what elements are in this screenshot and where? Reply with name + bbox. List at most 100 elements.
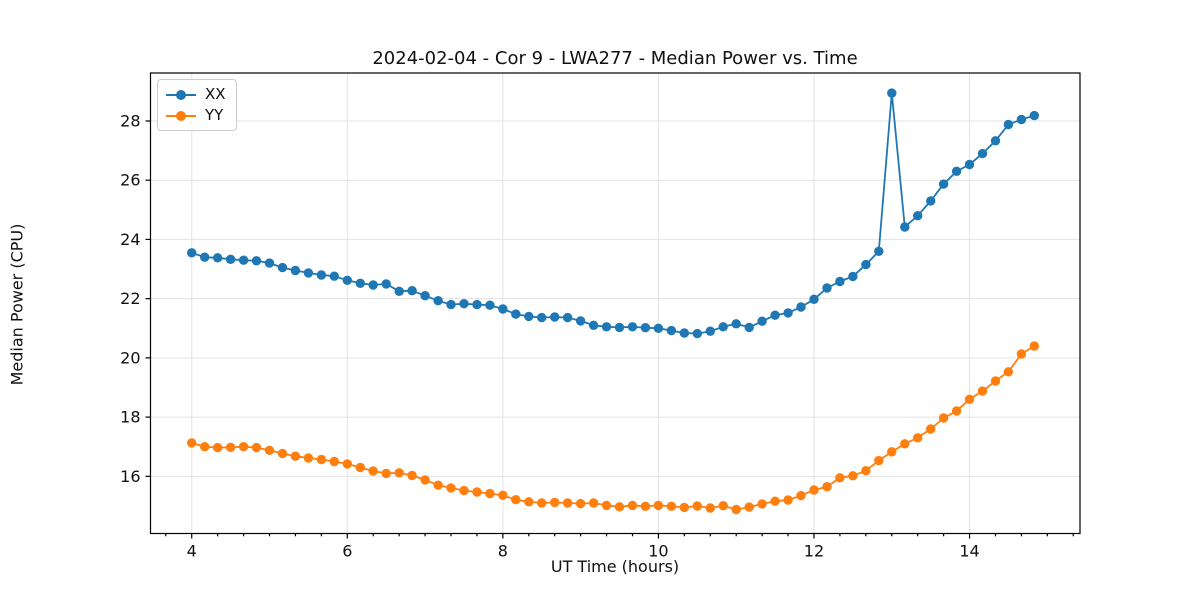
data-point bbox=[796, 302, 806, 312]
data-point bbox=[614, 322, 625, 333]
data-point bbox=[977, 386, 988, 396]
data-point bbox=[472, 299, 482, 310]
data-point bbox=[459, 485, 469, 496]
data-point bbox=[705, 326, 715, 336]
data-point bbox=[614, 502, 625, 512]
data-point bbox=[472, 487, 482, 497]
legend-item-yy: YY bbox=[166, 105, 226, 126]
data-point bbox=[407, 470, 417, 481]
legend-swatch-xx bbox=[166, 89, 196, 100]
series-xx-line bbox=[191, 92, 1035, 335]
data-point bbox=[1003, 367, 1014, 377]
data-point bbox=[381, 279, 391, 289]
data-point bbox=[187, 438, 197, 448]
data-point bbox=[926, 424, 936, 434]
data-point bbox=[964, 159, 975, 170]
data-point bbox=[887, 88, 897, 98]
y-tick-label: 18 bbox=[120, 408, 140, 427]
data-point bbox=[446, 483, 456, 493]
data-point bbox=[575, 498, 586, 509]
data-point bbox=[1029, 110, 1040, 121]
data-point bbox=[705, 503, 715, 513]
data-point bbox=[627, 322, 638, 332]
data-point bbox=[848, 471, 858, 481]
data-point bbox=[835, 276, 845, 287]
data-point bbox=[783, 308, 793, 318]
data-point bbox=[200, 442, 210, 452]
data-point bbox=[627, 500, 638, 511]
data-point bbox=[822, 283, 832, 293]
data-point bbox=[562, 312, 573, 323]
data-point bbox=[679, 328, 689, 338]
data-point bbox=[498, 490, 508, 500]
data-point bbox=[446, 299, 456, 310]
y-tick-label: 16 bbox=[120, 467, 140, 486]
x-tick-label: 14 bbox=[959, 542, 979, 561]
data-point bbox=[459, 299, 469, 309]
x-tick-label: 6 bbox=[342, 542, 352, 561]
data-point bbox=[187, 248, 197, 258]
data-point bbox=[913, 211, 923, 221]
data-point bbox=[381, 468, 391, 479]
data-point bbox=[225, 254, 236, 264]
data-point bbox=[303, 453, 314, 463]
data-point bbox=[200, 252, 210, 262]
data-point bbox=[848, 271, 858, 282]
data-point bbox=[433, 480, 443, 490]
data-point bbox=[977, 148, 988, 159]
data-point bbox=[731, 504, 741, 515]
data-point bbox=[394, 286, 404, 296]
yy-marker-sample bbox=[176, 110, 186, 121]
data-point bbox=[407, 286, 417, 296]
data-point bbox=[329, 456, 339, 467]
data-point bbox=[212, 442, 223, 453]
data-point bbox=[640, 323, 651, 333]
data-point bbox=[757, 316, 767, 326]
data-point bbox=[212, 253, 223, 263]
data-point bbox=[1016, 349, 1027, 359]
data-point bbox=[666, 501, 677, 511]
axis-tick-labels: 4 6 8 10 12 14 16 18 20 22 24 26 28 bbox=[120, 111, 980, 560]
plot-border bbox=[149, 72, 1081, 535]
x-axis-label: UT Time (hours) bbox=[550, 557, 680, 576]
data-point bbox=[913, 433, 923, 443]
data-point bbox=[342, 275, 352, 285]
data-point bbox=[251, 442, 262, 453]
legend: XX YY bbox=[157, 79, 237, 131]
data-point bbox=[316, 454, 327, 465]
x-tick-label: 4 bbox=[187, 542, 197, 561]
x-tick-label: 8 bbox=[498, 542, 508, 561]
data-point bbox=[342, 459, 352, 469]
data-point bbox=[822, 482, 832, 492]
data-point bbox=[1003, 119, 1014, 130]
data-point bbox=[264, 258, 275, 268]
series-xx-markers bbox=[187, 88, 1040, 339]
x-tick-label: 10 bbox=[648, 542, 668, 561]
data-point bbox=[809, 294, 819, 304]
data-point bbox=[835, 473, 845, 483]
data-point bbox=[653, 323, 664, 333]
data-point bbox=[316, 270, 327, 280]
data-point bbox=[666, 325, 677, 336]
data-point bbox=[575, 316, 586, 326]
data-point bbox=[874, 246, 884, 256]
y-tick-label: 20 bbox=[120, 348, 140, 367]
data-point bbox=[394, 468, 404, 478]
legend-swatch-yy bbox=[166, 110, 196, 121]
data-point bbox=[277, 448, 288, 459]
data-point bbox=[900, 439, 910, 449]
data-point bbox=[238, 442, 249, 452]
data-point bbox=[420, 475, 430, 485]
y-tick-label: 22 bbox=[120, 289, 140, 308]
data-point bbox=[537, 498, 547, 508]
series-yy-line bbox=[191, 345, 1035, 511]
data-point bbox=[744, 502, 754, 512]
grid-lines bbox=[150, 73, 1080, 534]
data-point bbox=[692, 501, 702, 511]
data-point bbox=[511, 309, 521, 319]
data-point bbox=[601, 322, 612, 332]
data-point bbox=[355, 462, 365, 473]
data-point bbox=[485, 488, 495, 499]
data-point bbox=[796, 490, 806, 501]
